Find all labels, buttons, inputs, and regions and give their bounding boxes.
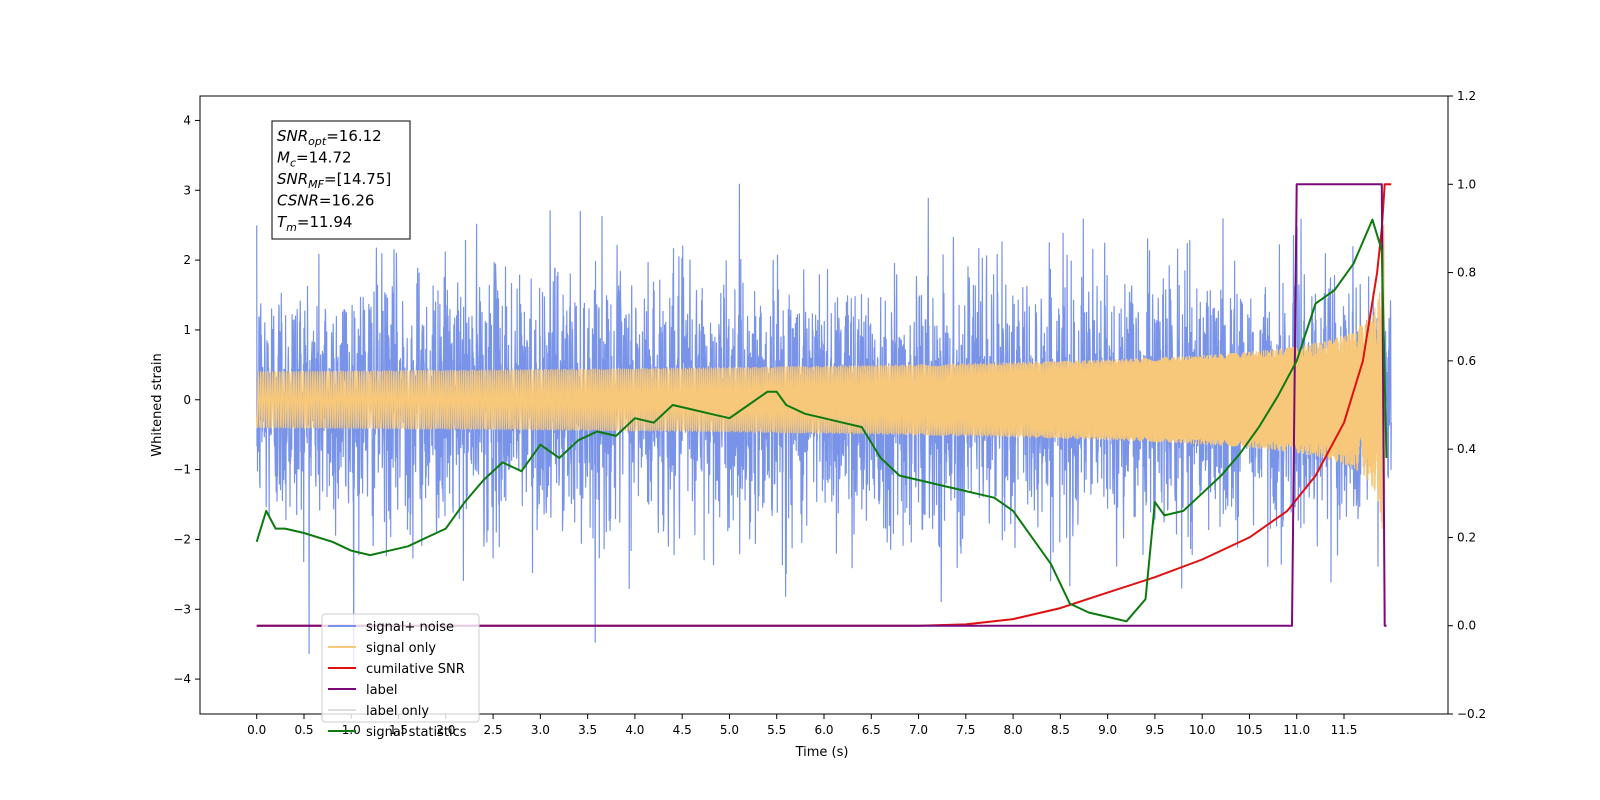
legend-entry: label only — [366, 704, 429, 719]
y-axis-label: Whitened strain — [150, 353, 165, 456]
x-axis-ticks: 0.00.51.01.52.02.53.03.54.04.55.05.56.06… — [247, 714, 1357, 737]
y-axis-ticks: 4 3 2 1 0 −1 −2 −3 −4 — [173, 113, 200, 686]
legend-entry: cumilative SNR — [366, 662, 465, 677]
x-tick-label: 8.0 — [1004, 723, 1023, 737]
x-tick-label: 3.5 — [578, 723, 597, 737]
x-tick-label: 8.5 — [1051, 723, 1070, 737]
x-tick-label: 7.0 — [909, 723, 928, 737]
x-tick-label: 11.0 — [1283, 723, 1310, 737]
y2-tick-label: 0.8 — [1457, 266, 1476, 280]
x-tick-label: 4.0 — [625, 723, 644, 737]
x-tick-label: 5.5 — [767, 723, 786, 737]
x-tick-label: 0.0 — [247, 723, 266, 737]
annotation-line: Mc=14.72 — [277, 149, 352, 170]
x-tick-label: 9.0 — [1098, 723, 1117, 737]
y-tick-label: −1 — [173, 463, 191, 477]
annotation-frame — [271, 120, 411, 240]
legend-entry: signal+ noise — [366, 620, 454, 635]
legend-entry: signal statistics — [366, 725, 467, 740]
x-tick-label: 2.0 — [436, 723, 455, 737]
series-line-signal-only — [256, 224, 1387, 530]
y2-tick-label: 0.4 — [1457, 442, 1476, 456]
y2-tick-label: −0.2 — [1457, 707, 1486, 721]
series-line-label — [256, 183, 1387, 627]
legend: signal+ noise signal only cumilative SNR la… — [321, 613, 480, 740]
legend-frame — [321, 613, 480, 723]
annotation-line: SNRMF=[14.75] — [277, 170, 391, 191]
x-tick-label: 10.5 — [1236, 723, 1263, 737]
x-tick-label: 6.5 — [862, 723, 881, 737]
x-tick-label: 3.0 — [531, 723, 550, 737]
legend-entry: signal only — [366, 641, 436, 656]
y-tick-label: −4 — [173, 672, 191, 686]
y-tick-label: 4 — [183, 113, 191, 127]
y-tick-label: −2 — [173, 532, 191, 546]
series-line-signal-statistics — [255, 218, 1388, 623]
y2-tick-label: 1.0 — [1457, 177, 1476, 191]
x-tick-label: 6.0 — [814, 723, 833, 737]
x-tick-label: 1.5 — [389, 723, 408, 737]
y2-tick-label: 0.0 — [1457, 619, 1476, 633]
series-layer — [255, 183, 1392, 664]
annotation-line: SNRopt=16.12 — [277, 127, 382, 148]
x-tick-label: 10.0 — [1189, 723, 1216, 737]
x-tick-label: 11.5 — [1331, 723, 1358, 737]
y2-tick-label: 0.2 — [1457, 530, 1476, 544]
x-tick-label: 9.5 — [1145, 723, 1164, 737]
legend-entry: label — [366, 683, 397, 698]
x-tick-label: 0.5 — [294, 723, 313, 737]
annotation-line: Tm=11.94 — [277, 213, 352, 234]
y-tick-label: 1 — [183, 323, 191, 337]
series-line-cumilative-snr — [256, 183, 1392, 627]
annotation-box: SNRopt=16.12Mc=14.72SNRMF=[14.75]CSNR=16… — [271, 120, 411, 240]
y2-tick-label: 0.6 — [1457, 354, 1476, 368]
x-axis-label: Time (s) — [795, 745, 849, 760]
y-tick-label: −3 — [173, 602, 191, 616]
y-tick-label: 3 — [183, 183, 191, 197]
y-tick-label: 2 — [183, 253, 191, 267]
x-tick-label: 2.5 — [484, 723, 503, 737]
x-tick-label: 7.5 — [956, 723, 975, 737]
y-tick-label: 0 — [183, 393, 191, 407]
annotation-line: CSNR=16.26 — [277, 192, 374, 210]
y2-axis-ticks: 1.2 1.0 0.8 0.6 0.4 0.2 0.0 −0.2 — [1448, 89, 1486, 721]
x-tick-label: 4.5 — [673, 723, 692, 737]
x-tick-label: 5.0 — [720, 723, 739, 737]
y2-tick-label: 1.2 — [1457, 89, 1476, 103]
